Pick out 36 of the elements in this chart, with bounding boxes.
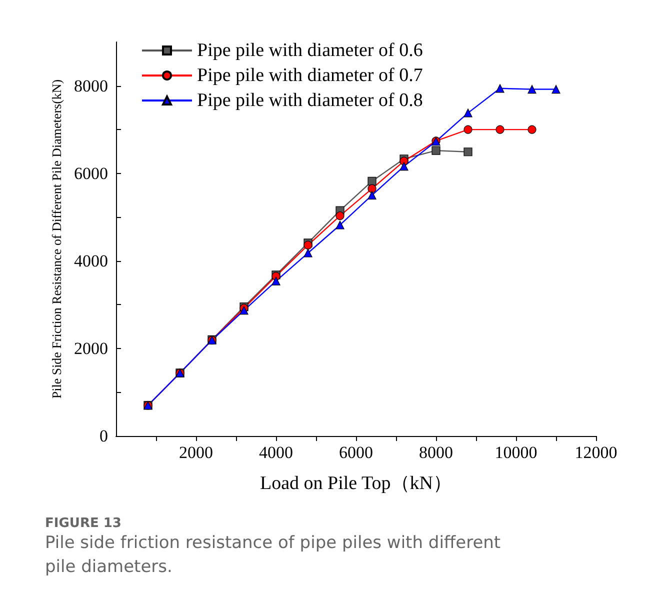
point bbox=[400, 162, 408, 171]
y-tick-label: 6000 bbox=[74, 164, 108, 183]
y-tick-label: 8000 bbox=[74, 76, 108, 96]
point bbox=[336, 220, 344, 230]
point bbox=[368, 190, 376, 200]
point bbox=[528, 84, 536, 94]
x-tick-label: 6000 bbox=[339, 443, 373, 462]
point bbox=[240, 306, 248, 315]
point bbox=[552, 84, 560, 94]
text: Pile side friction resistance of pipe piles with different pile diameters. bbox=[45, 532, 502, 579]
point bbox=[464, 108, 472, 118]
x-tick-label: 4000 bbox=[259, 443, 293, 462]
point bbox=[464, 125, 472, 134]
legend-label: Pipe pile with diameter of 0.6 bbox=[197, 40, 423, 61]
legend-label: Pipe pile with diameter of 0.8 bbox=[197, 90, 423, 111]
point bbox=[528, 125, 536, 134]
point bbox=[304, 248, 312, 258]
point bbox=[368, 184, 376, 193]
x-tick-label: 10000 bbox=[494, 443, 538, 462]
x-axis-title: Load on Pile Top（kN） bbox=[260, 473, 452, 494]
caption: FIGURE 13 bbox=[45, 516, 122, 531]
point bbox=[496, 84, 504, 93]
point bbox=[336, 212, 344, 220]
x-tick-label: 12000 bbox=[574, 443, 618, 462]
point bbox=[464, 148, 472, 156]
y-tick-label: 2000 bbox=[74, 338, 108, 358]
point bbox=[496, 125, 504, 134]
y-axis-title: Pile Side Friction Resistance of Different Pile Diameters(kN) bbox=[49, 79, 64, 399]
y-tick-label: 0 bbox=[100, 426, 108, 446]
y-tick-label: 4000 bbox=[74, 251, 108, 270]
point bbox=[432, 146, 440, 155]
point bbox=[272, 276, 280, 286]
point bbox=[368, 176, 376, 186]
x-tick-label: 8000 bbox=[419, 443, 453, 462]
x-tick-label: 2000 bbox=[179, 443, 213, 462]
legend-label: Pipe pile with diameter of 0.7 bbox=[197, 65, 423, 86]
